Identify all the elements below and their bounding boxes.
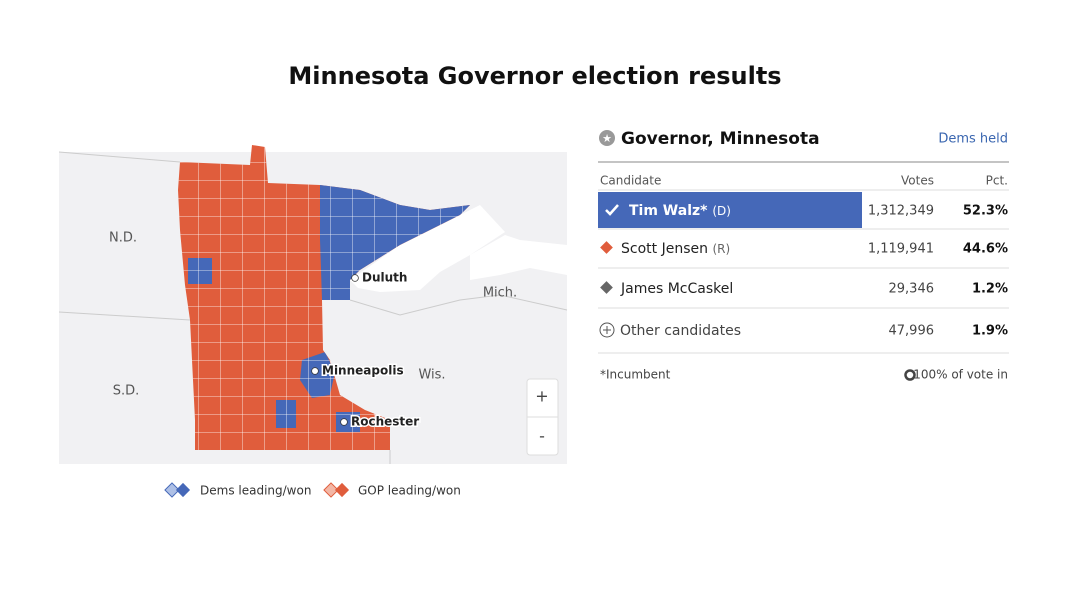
city-dot bbox=[340, 418, 348, 426]
candidate-icon bbox=[600, 281, 613, 294]
legend: Dems leading/won GOP leading/won bbox=[164, 482, 461, 498]
votes: 1,119,941 bbox=[868, 242, 934, 257]
votes: 1,312,349 bbox=[868, 204, 934, 219]
column-header: Votes bbox=[901, 174, 934, 188]
legend-icon bbox=[164, 482, 180, 498]
candidate-name[interactable]: Other candidates bbox=[620, 323, 741, 339]
winner-check bbox=[605, 204, 619, 216]
legend-icon bbox=[323, 482, 339, 498]
legend-icon bbox=[334, 482, 350, 498]
state-label: N.D. bbox=[109, 231, 137, 246]
state-label: Mich. bbox=[483, 286, 517, 301]
legend-label: GOP leading/won bbox=[358, 484, 461, 498]
city-dot bbox=[311, 367, 319, 375]
candidate-name: Scott Jensen (R) bbox=[621, 241, 730, 257]
state-label: Wis. bbox=[418, 368, 445, 383]
column-header: Pct. bbox=[986, 174, 1008, 188]
race-title: Governor, Minnesota bbox=[621, 129, 820, 149]
legend-icon bbox=[175, 482, 191, 498]
expand-icon bbox=[603, 326, 611, 334]
map: N.D. S.D. Wis. Mich. Duluth Minneapolis … bbox=[58, 145, 568, 464]
race-status: Dems held bbox=[938, 132, 1008, 147]
city-dot bbox=[351, 274, 359, 282]
zoom-in[interactable]: + bbox=[535, 387, 548, 406]
city-label: Minneapolis bbox=[322, 364, 404, 378]
pct: 44.6% bbox=[963, 242, 1008, 257]
zoom-out[interactable]: - bbox=[539, 427, 545, 446]
candidate-icon bbox=[600, 241, 613, 254]
city-label: Rochester bbox=[351, 415, 419, 429]
results-panel: ★ Governor, Minnesota Dems held Candidat… bbox=[598, 129, 1009, 382]
lake bbox=[350, 205, 505, 292]
pct: 1.9% bbox=[972, 324, 1008, 339]
reporting-icon bbox=[904, 369, 916, 381]
column-header: Candidate bbox=[600, 174, 661, 188]
votes: 29,346 bbox=[889, 282, 935, 297]
border bbox=[58, 311, 191, 321]
votes: 47,996 bbox=[889, 324, 935, 339]
title: Minnesota Governor election results bbox=[288, 62, 781, 90]
winner-highlight bbox=[598, 192, 862, 228]
border bbox=[58, 151, 181, 163]
candidate-name: Tim Walz* (D) bbox=[629, 203, 731, 219]
legend-label: Dems leading/won bbox=[200, 484, 311, 498]
border bbox=[349, 294, 568, 316]
pct: 1.2% bbox=[972, 282, 1008, 297]
star-icon: ★ bbox=[602, 132, 612, 145]
city-label: Duluth bbox=[362, 271, 407, 285]
state-label: S.D. bbox=[113, 384, 140, 399]
reporting: 100% of vote in bbox=[913, 368, 1008, 382]
star-icon bbox=[599, 130, 615, 146]
expand-icon[interactable] bbox=[599, 322, 615, 338]
pct: 52.3% bbox=[963, 204, 1008, 219]
candidate-name: James McCaskel bbox=[620, 281, 733, 297]
lake bbox=[470, 235, 567, 280]
footnote: *Incumbent bbox=[600, 368, 671, 382]
